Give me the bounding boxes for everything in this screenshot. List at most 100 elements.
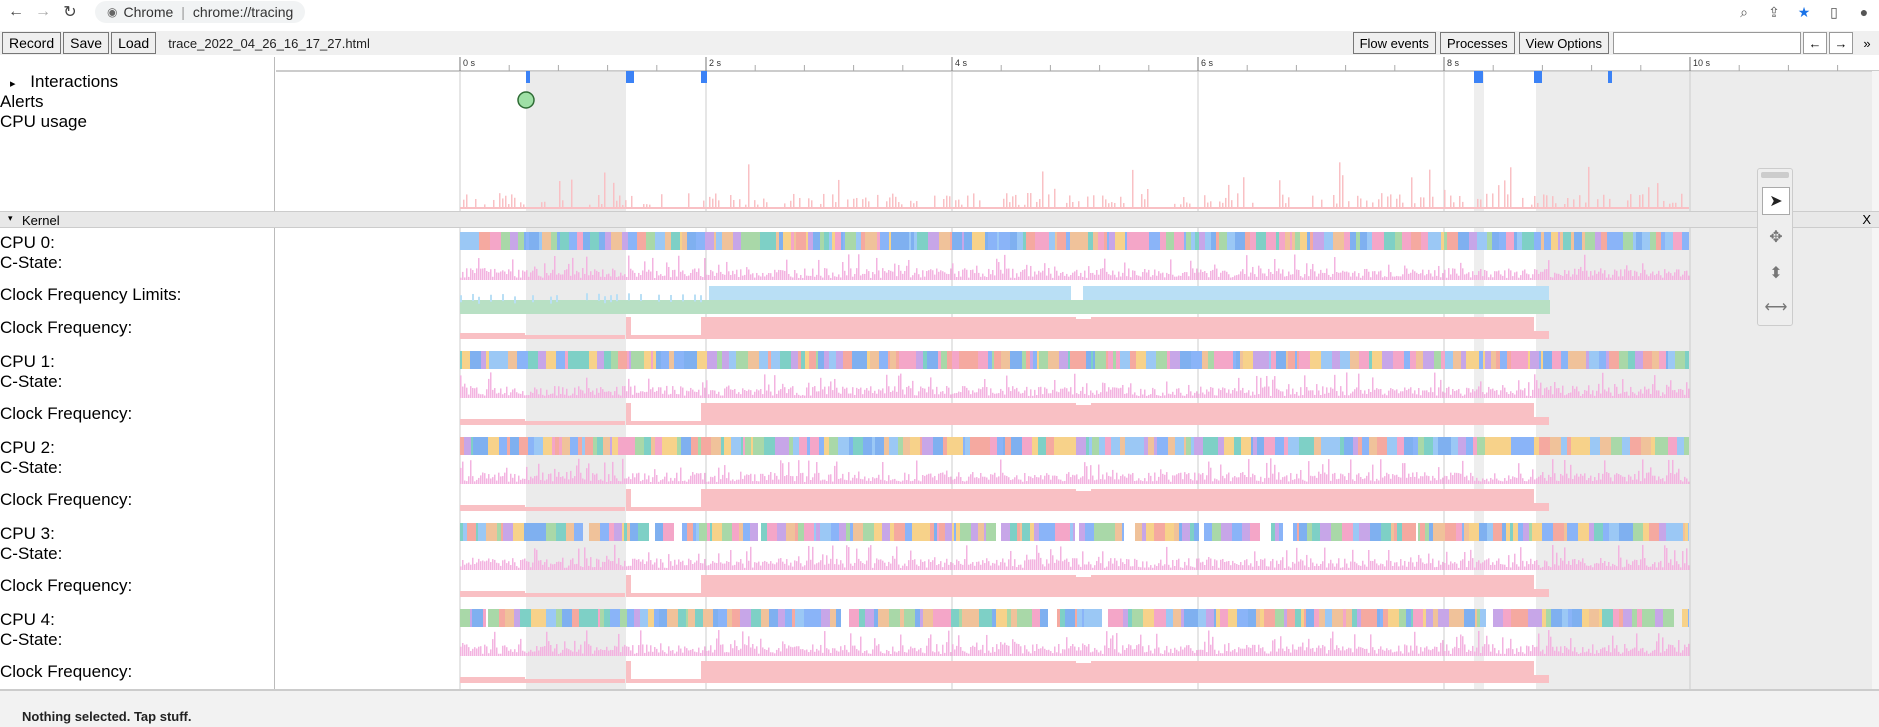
- cstate-bar: [1184, 647, 1186, 656]
- cstate-bar: [1408, 652, 1410, 656]
- flow-events-button[interactable]: Flow events: [1352, 32, 1436, 54]
- cstate-bar: [1188, 645, 1190, 656]
- cstate-bar: [746, 551, 748, 570]
- cstate-bar: [666, 385, 668, 398]
- side-panel-icon[interactable]: ▯: [1830, 3, 1838, 20]
- cpu-slice: [783, 437, 789, 455]
- cstate-bar: [1212, 269, 1214, 280]
- cstate-bar: [1066, 637, 1068, 656]
- cstate-bar: [1528, 382, 1530, 398]
- cpu-usage-spike: [1030, 193, 1032, 209]
- kernel-close-button[interactable]: X: [1862, 212, 1871, 227]
- timing-tool-icon[interactable]: ⟷: [1764, 299, 1788, 316]
- cstate-bar: [726, 651, 728, 656]
- kernel-group-header[interactable]: ▾ Kernel X: [0, 211, 1879, 228]
- cstate-bar: [562, 476, 564, 484]
- cstate-bar: [542, 472, 544, 484]
- reload-icon[interactable]: ↻: [63, 4, 77, 21]
- cstate-bar: [1130, 474, 1132, 484]
- processes-button[interactable]: Processes: [1439, 32, 1515, 54]
- cpu-slice: [794, 232, 796, 250]
- profile-icon[interactable]: ●: [1859, 4, 1869, 20]
- back-icon[interactable]: ←: [8, 3, 24, 20]
- cstate-bar: [810, 559, 812, 570]
- cstate-bar: [558, 472, 560, 484]
- cstate-bar: [1402, 565, 1404, 570]
- search-prev-button[interactable]: ←: [1803, 32, 1827, 54]
- cpu-slice: [1395, 232, 1402, 250]
- cpu-slice: [816, 523, 820, 541]
- cstate-bar: [634, 653, 636, 656]
- cpu-slice: [1453, 351, 1461, 369]
- cstate-bar: [802, 277, 804, 280]
- cstate-bar: [802, 649, 804, 656]
- cpu-slice: [1636, 232, 1642, 250]
- search-next-button[interactable]: →: [1829, 32, 1853, 54]
- pan-tool-icon[interactable]: ✥: [1769, 229, 1783, 246]
- cstate-bar: [1640, 559, 1642, 570]
- cstate-bar: [1138, 566, 1140, 570]
- cstate-bar: [710, 390, 712, 398]
- cstate-bar: [1314, 475, 1316, 484]
- cstate-bar: [960, 563, 962, 570]
- cstate-bar: [1042, 646, 1044, 656]
- cstate-bar: [814, 473, 816, 484]
- palette-drag-handle[interactable]: [1761, 172, 1789, 178]
- cstate-bar: [1406, 477, 1408, 484]
- cpu-slice: [1539, 437, 1542, 455]
- cstate-bar: [1362, 647, 1364, 656]
- cstate-bar: [1666, 273, 1668, 280]
- address-bar[interactable]: ◉ Chrome | chrome://tracing: [95, 1, 306, 23]
- cstate-bar: [574, 640, 576, 656]
- cstate-bar: [998, 649, 1000, 656]
- cstate-bar: [1360, 565, 1362, 570]
- share-icon[interactable]: ⇪: [1768, 3, 1780, 20]
- zoom-tool-icon[interactable]: ⬍: [1769, 265, 1783, 282]
- save-button[interactable]: Save: [63, 32, 110, 54]
- cstate-bar: [674, 559, 676, 570]
- cstate-bar: [460, 277, 462, 280]
- cstate-bar: [782, 383, 784, 398]
- cstate-bar: [876, 257, 878, 280]
- cstate-bar: [1040, 272, 1042, 280]
- cstate-bar: [638, 472, 640, 484]
- cstate-bar: [612, 268, 614, 280]
- cpu-slice: [460, 437, 464, 455]
- view-options-button[interactable]: View Options: [1518, 32, 1609, 54]
- cstate-bar: [860, 478, 862, 484]
- cstate-bar: [908, 560, 910, 570]
- cstate-bar: [1430, 387, 1432, 398]
- cstate-bar: [1084, 462, 1086, 484]
- more-button[interactable]: »: [1863, 35, 1871, 51]
- bookmark-star-icon[interactable]: ★: [1797, 3, 1811, 20]
- selection-tool-icon[interactable]: ➤: [1762, 187, 1790, 215]
- cpu-slice: [498, 351, 508, 369]
- interactions-expander[interactable]: ▸ Interactions: [10, 72, 118, 92]
- cstate-bar: [1108, 475, 1110, 484]
- cpu-slice: [1447, 232, 1458, 250]
- cstate-bar: [734, 388, 736, 398]
- cstate-bar: [1502, 275, 1504, 280]
- load-button[interactable]: Load: [111, 32, 157, 54]
- record-button[interactable]: Record: [2, 32, 62, 54]
- cstate-bar: [1158, 476, 1160, 484]
- cstate-bar: [712, 271, 714, 280]
- cpu-slice: [1643, 523, 1649, 541]
- cpu-slice: [967, 351, 978, 369]
- forward-icon[interactable]: →: [35, 3, 51, 20]
- cstate-bar: [1136, 480, 1138, 484]
- cstate-bar: [740, 559, 742, 570]
- zoom-icon[interactable]: ⌕: [1740, 3, 1748, 20]
- cstate-bar: [596, 647, 598, 656]
- cstate-bar: [816, 462, 818, 484]
- cstate-bar: [656, 390, 658, 398]
- cstate-bar: [902, 389, 904, 398]
- cstate-bar: [614, 544, 616, 570]
- cpu-slice: [1106, 351, 1108, 369]
- cstate-bar: [704, 472, 706, 484]
- cstate-bar: [1210, 558, 1212, 570]
- cstate-bar: [1162, 392, 1164, 398]
- search-input[interactable]: [1613, 32, 1801, 54]
- cstate-bar: [986, 477, 988, 484]
